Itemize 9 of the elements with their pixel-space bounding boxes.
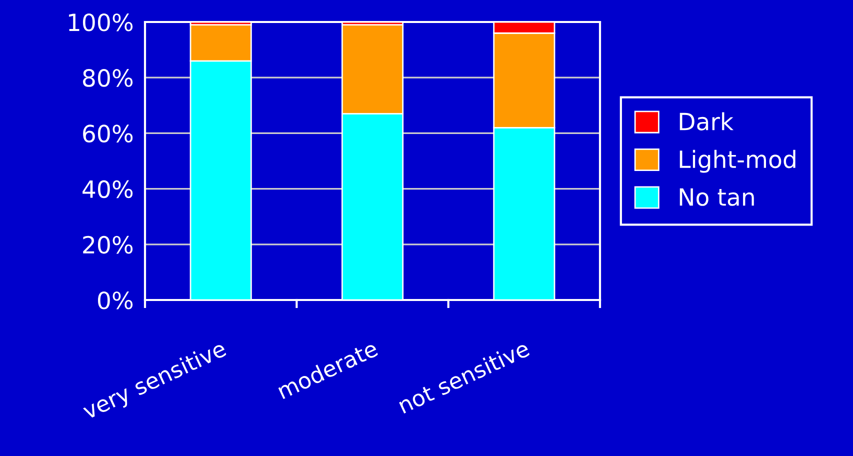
y-tick-label: 0%	[98, 291, 133, 310]
y-tick-label: 100%	[68, 13, 133, 32]
y-tick-label: 60%	[83, 124, 133, 143]
legend-label: Light-mod	[680, 150, 796, 173]
legend-label: No tan	[680, 188, 754, 206]
y-tick-label: 80%	[83, 69, 133, 87]
legend-label: Dark	[680, 112, 734, 130]
y-tick-label: 40%	[82, 180, 133, 198]
y-tick-label: 20%	[83, 236, 133, 254]
